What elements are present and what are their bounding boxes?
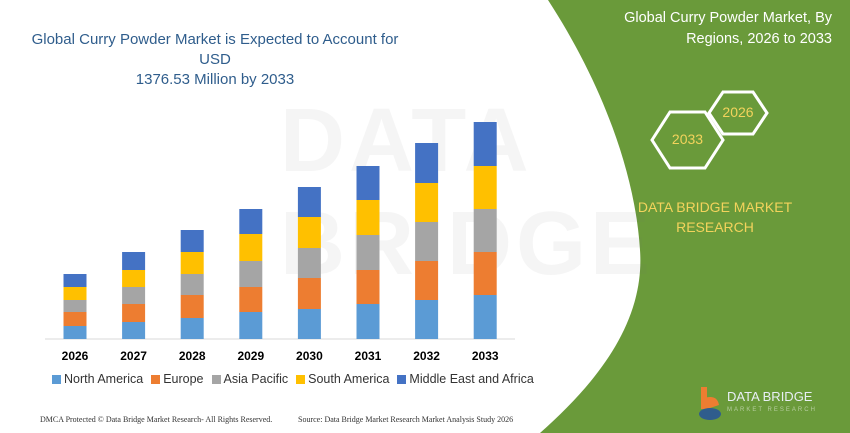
bar-segment-2026-middle-east-and-africa <box>63 274 87 287</box>
legend: North America Europe Asia Pacific South Ame… <box>52 372 534 386</box>
bar-segment-2032-europe <box>415 261 439 300</box>
bar-segment-2030-north-america <box>297 309 321 339</box>
bar-segment-2030-south-america <box>297 217 321 248</box>
bar-segment-2031-north-america <box>356 304 380 339</box>
logo-text: DATA BRIDGE <box>727 389 813 404</box>
bar-segment-2026-europe <box>63 312 87 326</box>
legend-item: South America <box>296 372 389 386</box>
bar-segment-2031-south-america <box>356 200 380 235</box>
bar-segment-2029-north-america <box>239 312 263 339</box>
bar-segment-2026-south-america <box>63 287 87 300</box>
legend-label: North America <box>64 372 144 386</box>
footer-copyright: DMCA Protected © Data Bridge Market Rese… <box>40 415 273 424</box>
legend-label: Asia Pacific <box>223 372 289 386</box>
bar-segment-2033-middle-east-and-africa <box>473 122 497 166</box>
bar-segment-2028-north-america <box>180 318 204 339</box>
bar-segment-2033-south-america <box>473 166 497 209</box>
bar-segment-2026-asia-pacific <box>63 300 87 312</box>
legend-swatch <box>52 374 61 384</box>
legend-item: Middle East and Africa <box>397 372 534 386</box>
bar-segment-2032-north-america <box>415 300 439 339</box>
bar-segment-2033-asia-pacific <box>473 209 497 252</box>
bar-segment-2030-europe <box>297 278 321 309</box>
bar-segment-2032-asia-pacific <box>415 222 439 261</box>
stacked-bar-chart: 2026 2027 2028 2029 2030 2031 2032 2033 <box>45 122 515 363</box>
hexagon-2026 <box>707 90 769 136</box>
bar-segment-2026-north-america <box>63 326 87 339</box>
footer-source: Source: Data Bridge Market Research Mark… <box>298 415 514 424</box>
bar-segment-2029-asia-pacific <box>239 261 263 287</box>
x-tick-label: 2031 <box>355 349 382 363</box>
bar-segment-2028-asia-pacific <box>180 274 204 295</box>
brand-line-2: RESEARCH <box>676 219 754 235</box>
bar-segment-2028-middle-east-and-africa <box>180 230 204 252</box>
chart-title: Global Curry Powder Market is Expected t… <box>30 30 400 90</box>
x-tick-label: 2030 <box>296 349 323 363</box>
bar-segment-2030-middle-east-and-africa <box>297 187 321 217</box>
title-line-1: Global Curry Powder Market is Expected t… <box>31 31 399 68</box>
green-panel <box>540 0 850 433</box>
bar-segment-2031-europe <box>356 270 380 304</box>
legend-item: North America <box>52 372 143 386</box>
panel-title-line-2: Regions, 2026 to 2033 <box>686 31 832 47</box>
bar-segment-2027-asia-pacific <box>122 287 146 304</box>
brand-line-1: DATA BRIDGE MARKET <box>637 199 793 215</box>
bar-segment-2033-europe <box>473 252 497 295</box>
bar-segment-2029-middle-east-and-africa <box>239 209 263 234</box>
bar-segment-2027-north-america <box>122 322 146 339</box>
logo: DATA BRIDGE MARKET RESEARCH <box>695 385 830 425</box>
legend-item: Asia Pacific <box>211 372 289 386</box>
panel-title: Global Curry Powder Market, By Regions, … <box>572 8 832 50</box>
x-tick-label: 2027 <box>120 349 147 363</box>
title-line-2: 1376.53 Million by 2033 <box>135 71 295 88</box>
logo-subtext: MARKET RESEARCH <box>727 407 817 413</box>
hexagon-2033 <box>650 110 725 170</box>
legend-swatch <box>151 374 161 384</box>
x-tick-label: 2032 <box>413 349 440 363</box>
legend-label: Middle East and Africa <box>409 372 534 386</box>
legend-swatch <box>397 374 407 384</box>
x-tick-label: 2026 <box>62 349 89 363</box>
brand-text: DATA BRIDGE MARKET RESEARCH <box>630 197 800 237</box>
bar-segment-2032-middle-east-and-africa <box>415 143 439 183</box>
bar-segment-2032-south-america <box>415 183 439 222</box>
bar-segment-2031-middle-east-and-africa <box>356 166 380 200</box>
legend-label: Europe <box>163 372 204 386</box>
legend-label: South America <box>308 372 390 386</box>
bar-segment-2029-europe <box>239 287 263 312</box>
bar-segment-2033-north-america <box>473 295 497 339</box>
legend-swatch <box>296 374 306 384</box>
hex-start-label: 2026 <box>722 104 754 120</box>
bar-segment-2027-europe <box>122 304 146 322</box>
hex-end-label: 2033 <box>671 131 704 147</box>
bar-segment-2028-europe <box>180 295 204 318</box>
x-tick-label: 2033 <box>472 349 499 363</box>
bar-segment-2031-asia-pacific <box>356 235 380 270</box>
panel-title-line-1: Global Curry Powder Market, By <box>624 10 832 26</box>
legend-item: Europe <box>151 372 204 386</box>
legend-swatch <box>211 374 221 384</box>
bar-segment-2027-middle-east-and-africa <box>122 252 146 270</box>
bar-segment-2029-south-america <box>239 234 263 261</box>
bar-segment-2030-asia-pacific <box>297 248 321 278</box>
bar-segment-2028-south-america <box>180 252 204 274</box>
x-tick-label: 2029 <box>237 349 264 363</box>
x-tick-label: 2028 <box>179 349 206 363</box>
bar-segment-2027-south-america <box>122 270 146 287</box>
logo-icon <box>699 387 721 420</box>
